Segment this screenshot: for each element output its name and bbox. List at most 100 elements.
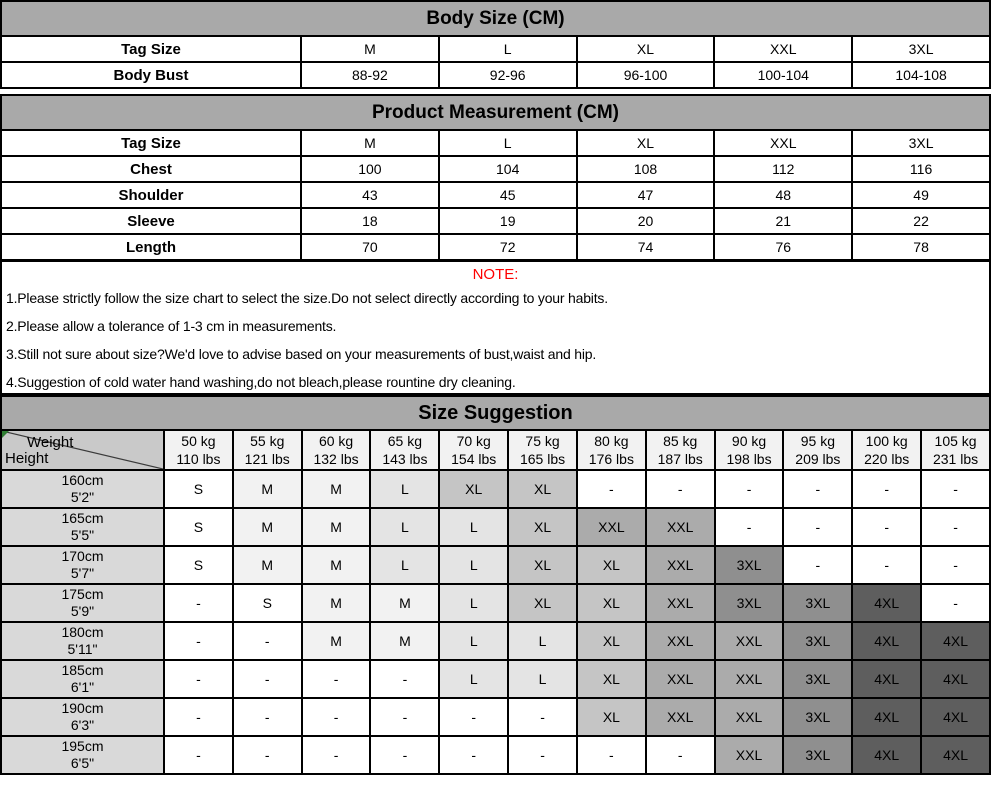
height-imperial: 6'3": [70, 717, 95, 733]
value-cell: 116: [851, 155, 991, 183]
size-cell: XL: [575, 697, 647, 737]
height-header-cell: 175cm 5'9": [0, 583, 165, 623]
size-cell: 4XL: [920, 735, 991, 775]
size-cell: XXL: [575, 507, 647, 547]
weight-lbs: 198 lbs: [726, 451, 772, 467]
value-cell: M: [300, 129, 440, 157]
value-cell: XL: [575, 129, 716, 157]
value-cell: 22: [851, 207, 991, 235]
table-row: Chest 100 104 108 112 116: [0, 155, 991, 183]
size-cell: -: [300, 659, 372, 699]
weight-header-cell: 70 kg 154 lbs: [438, 429, 510, 471]
weight-lbs: 143 lbs: [382, 451, 428, 467]
value-cell: 20: [575, 207, 716, 235]
size-cell: L: [369, 507, 441, 547]
size-cell: XXL: [644, 697, 716, 737]
size-cell: 4XL: [851, 583, 923, 623]
table-row: Shoulder 43 45 47 48 49: [0, 181, 991, 209]
size-cell: L: [369, 545, 441, 585]
size-cell: 3XL: [782, 621, 854, 661]
note-line: 3.Still not sure about size?We'd love to…: [6, 346, 597, 362]
weight-header-cell: 95 kg 209 lbs: [782, 429, 854, 471]
size-cell: XL: [507, 545, 578, 585]
size-cell: -: [782, 545, 854, 585]
weight-header-cell: 50 kg 110 lbs: [163, 429, 234, 471]
height-row: 170cm 5'7" S M M L L XL XL XXL 3XL - - -: [0, 545, 991, 585]
size-cell: 3XL: [713, 583, 785, 623]
note-line: 1.Please strictly follow the size chart …: [6, 290, 608, 306]
weight-kg: 60 kg: [318, 433, 354, 449]
row-label: Length: [0, 233, 302, 261]
weight-header-cell: 55 kg 121 lbs: [231, 429, 303, 471]
row-label: Body Bust: [0, 61, 302, 89]
size-cell: L: [438, 545, 510, 585]
value-cell: M: [300, 35, 440, 63]
size-cell: -: [920, 469, 991, 509]
size-cell: M: [300, 621, 372, 661]
size-cell: -: [851, 469, 923, 509]
height-row: 195cm 6'5" - - - - - - - - XXL 3XL 4XL 4XL: [0, 735, 991, 775]
size-cell: -: [920, 507, 991, 547]
weight-lbs: 209 lbs: [795, 451, 841, 467]
size-cell: -: [163, 659, 234, 699]
value-cell: 3XL: [851, 129, 991, 157]
weight-kg: 100 kg: [865, 433, 908, 449]
size-cell: -: [507, 735, 578, 775]
weight-header-cell: 105 kg 231 lbs: [920, 429, 991, 471]
note-line: 2.Please allow a tolerance of 1-3 cm in …: [6, 318, 337, 334]
size-cell: -: [163, 621, 234, 661]
table-row: Tag Size M L XL XXL 3XL: [0, 35, 991, 63]
note-title: NOTE:: [472, 266, 519, 283]
value-cell: 49: [851, 181, 991, 209]
size-cell: 3XL: [713, 545, 785, 585]
size-cell: XXL: [644, 621, 716, 661]
table-title-row: Body Size (CM): [0, 0, 991, 37]
size-cell: -: [851, 507, 923, 547]
weight-header-cell: 80 kg 176 lbs: [575, 429, 647, 471]
weight-header-cell: 65 kg 143 lbs: [369, 429, 441, 471]
size-cell: -: [231, 621, 303, 661]
table-row: Sleeve 18 19 20 21 22: [0, 207, 991, 235]
value-cell: XL: [575, 35, 716, 63]
height-cm: 190cm: [61, 700, 104, 716]
size-cell: M: [300, 583, 372, 623]
weight-kg: 95 kg: [800, 433, 835, 449]
size-cell: 3XL: [782, 697, 854, 737]
size-cell: XXL: [644, 545, 716, 585]
size-cell: -: [713, 507, 785, 547]
height-imperial: 5'5": [70, 527, 95, 543]
value-cell: 74: [575, 233, 716, 261]
product-measurement-table: Product Measurement (CM) Tag Size M L XL XXL…: [0, 94, 991, 261]
value-cell: 45: [437, 181, 578, 209]
weight-kg: 105 kg: [934, 433, 977, 449]
height-row: 175cm 5'9" - S M M L XL XL XXL 3XL 3XL 4XL -: [0, 583, 991, 623]
weight-kg: 70 kg: [456, 433, 491, 449]
height-cm: 185cm: [61, 662, 104, 678]
weight-lbs: 110 lbs: [176, 451, 221, 467]
row-label: Tag Size: [0, 35, 302, 63]
green-corner-marker: [3, 432, 9, 438]
value-cell: 18: [300, 207, 440, 235]
size-cell: -: [920, 545, 991, 585]
size-cell: S: [163, 469, 234, 509]
weight-lbs: 132 lbs: [313, 451, 359, 467]
size-cell: 4XL: [851, 659, 923, 699]
corner-cell: Weight Height: [0, 429, 165, 471]
value-cell: L: [437, 129, 578, 157]
size-cell: L: [369, 469, 441, 509]
size-cell: 4XL: [920, 621, 991, 661]
size-cell: M: [300, 469, 372, 509]
value-cell: 21: [713, 207, 854, 235]
size-cell: -: [644, 469, 716, 509]
height-header-cell: 180cm 5'11": [0, 621, 165, 661]
size-cell: -: [163, 583, 234, 623]
size-cell: -: [782, 507, 854, 547]
value-cell: 70: [300, 233, 440, 261]
size-cell: L: [507, 621, 578, 661]
size-cell: L: [438, 659, 510, 699]
corner-weight-label: Weight: [27, 434, 74, 451]
size-cell: XL: [507, 583, 578, 623]
value-cell: 78: [851, 233, 991, 261]
diagonal-line: [3, 432, 162, 468]
height-imperial: 5'11": [67, 641, 98, 657]
